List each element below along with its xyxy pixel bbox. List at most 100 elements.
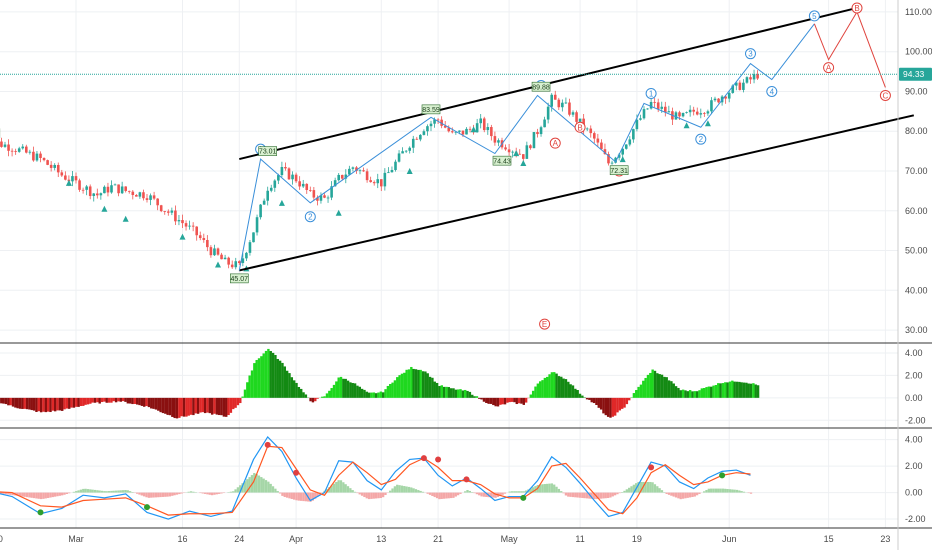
candle-body [255, 217, 259, 233]
osc2-bar [543, 484, 546, 493]
osc2-bar [159, 492, 162, 498]
osc1-bar [314, 397, 317, 402]
candle-body [717, 98, 720, 103]
osc2-bar [475, 492, 479, 495]
candle-body [742, 82, 745, 90]
osc1-bar [733, 381, 736, 398]
osc2-bar [471, 492, 474, 493]
candle-body [571, 112, 575, 115]
osc1-bar [178, 397, 181, 418]
osc2-bar [738, 490, 741, 493]
price-axis[interactable]: 110.00 100.00 90.00 80.00 70.00 60.00 50.00 40.… [905, 7, 932, 335]
osc2-bar [482, 492, 486, 497]
osc2-bar [492, 492, 495, 498]
osc1-bar [264, 350, 268, 398]
osc2-bar [449, 492, 453, 499]
osc1-bar [548, 374, 551, 398]
osc1-bar [613, 397, 617, 416]
osc2-bar [309, 492, 312, 502]
osc2-bar [562, 492, 565, 494]
candle-body [550, 94, 553, 107]
osc1-bar [679, 390, 682, 398]
candle-body [248, 242, 252, 253]
pattern-triangle [179, 233, 186, 240]
candle-body [135, 194, 138, 197]
candle-body [632, 129, 635, 140]
candle-body [706, 111, 710, 114]
osc1-bar [185, 397, 188, 417]
osc2-bar [555, 486, 558, 493]
time-axis[interactable]: 20Mar1624Apr1321May1119Jun1523Jul13 [0, 534, 932, 544]
osc2-bar [445, 492, 448, 499]
osc1-bar [553, 372, 556, 398]
osc1-axis[interactable]: 4.00 2.00 0.00 -2.00 [905, 348, 926, 425]
osc2-bar [731, 489, 734, 493]
osc1-bar [756, 385, 760, 398]
osc1-bar [133, 397, 137, 404]
pattern-triangle [101, 205, 108, 212]
osc1-bar [309, 397, 312, 402]
osc2-bar [646, 481, 650, 493]
candle-body [568, 102, 571, 115]
wave-label-circle [808, 10, 820, 22]
osc2-bar [107, 491, 111, 493]
osc1-bar [365, 391, 369, 398]
price-label-box [230, 273, 249, 284]
osc2-bar [304, 492, 307, 502]
osc1-bar [382, 392, 385, 398]
osc2-bar [241, 483, 244, 493]
osc2-bar [37, 492, 40, 499]
osc1-bar [114, 397, 118, 403]
osc1-bar [356, 385, 359, 398]
osc2-bar [389, 490, 392, 493]
osc2-bar [637, 481, 640, 493]
candle-body [745, 77, 749, 83]
osc1-bar [147, 397, 151, 408]
osc1-bar [433, 381, 436, 398]
wave-label-circle [695, 133, 707, 145]
candle-body [35, 153, 39, 161]
osc1-bar [21, 397, 24, 409]
osc2-bar [171, 492, 174, 496]
osc1-bar [77, 397, 80, 407]
candle-body [241, 258, 245, 264]
osc1-bar [4, 397, 8, 405]
osc1-bar [107, 397, 111, 403]
osc2-axis[interactable]: 4.00 2.00 0.00 -2.00 [905, 435, 926, 524]
candle-body [440, 119, 443, 126]
osc2-bar [316, 492, 319, 497]
osc1-bar [588, 397, 591, 400]
osc1-bar [23, 397, 26, 409]
osc2-bar [719, 488, 722, 493]
osc2-bar [630, 486, 633, 493]
candle-body [699, 113, 703, 115]
price-axis-tick: 110.00 [905, 7, 932, 17]
candle-body [458, 130, 461, 132]
osc1-bar [171, 397, 174, 417]
osc1-bar [389, 384, 392, 398]
candle-body [312, 190, 316, 198]
wave-label-text: E [542, 320, 547, 329]
candle-body [110, 185, 113, 193]
osc1-bar [372, 392, 376, 398]
osc2-bar [0, 492, 3, 494]
osc2-bar [98, 490, 101, 493]
osc1-bar [257, 358, 261, 398]
osc2-bar [548, 483, 551, 493]
osc2-bar [538, 484, 542, 493]
osc2-bar [325, 488, 329, 493]
osc1-bar [250, 370, 254, 398]
candle-body [294, 174, 298, 182]
osc2-bar [349, 488, 352, 493]
osc1-bar [489, 397, 493, 404]
osc1-bar [42, 397, 45, 412]
osc2-bar [400, 485, 404, 493]
osc1-bar [712, 385, 715, 398]
time-axis-tick: 23 [880, 534, 890, 544]
candle-body [195, 226, 198, 236]
osc2-bar [311, 492, 315, 501]
osc1-bar [119, 397, 122, 402]
candle-body [174, 210, 177, 222]
osc1-bar [0, 397, 3, 404]
osc1-histogram [0, 348, 760, 419]
